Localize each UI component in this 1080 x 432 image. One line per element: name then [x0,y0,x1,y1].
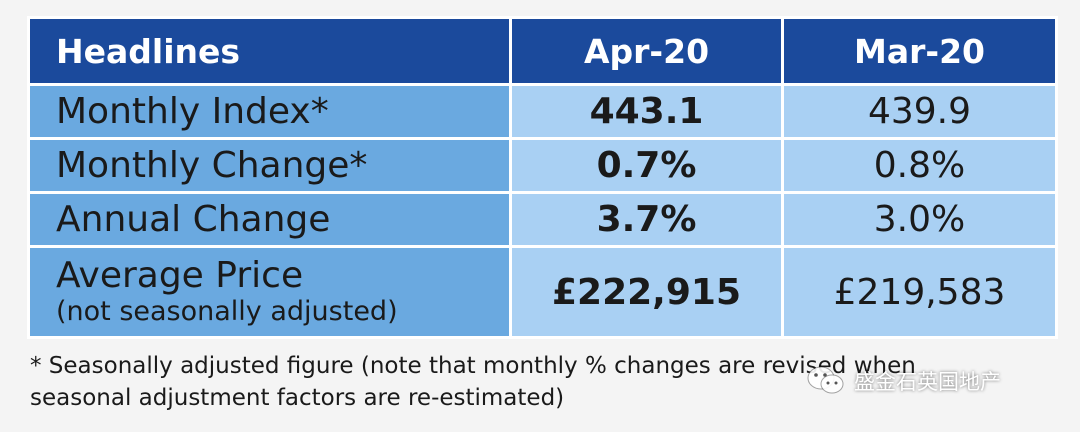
value-apr-annual-change: 3.7% [509,191,784,248]
row-label-monthly-index: Monthly Index* [27,83,512,140]
header-row: Headlines Apr-20 Mar-20 [27,16,1058,86]
wechat-icon [806,365,846,397]
header-mar-20: Mar-20 [781,16,1058,86]
value-apr-monthly-index: 443.1 [509,83,784,140]
table-row: Annual Change 3.7% 3.0% [27,191,1058,248]
footnote-line-1: * Seasonally adjusted figure (note that … [30,353,916,379]
value-apr-average-price: £222,915 [509,245,784,339]
footnote-line-2: seasonal adjustment factors are re-estim… [30,385,565,411]
value-mar-annual-change: 3.0% [781,191,1058,248]
table-row: Monthly Index* 443.1 439.9 [27,83,1058,140]
table-row: Monthly Change* 0.7% 0.8% [27,137,1058,194]
header-apr-20: Apr-20 [509,16,784,86]
footnote: * Seasonally adjusted figure (note that … [30,350,1050,414]
headlines-table: Headlines Apr-20 Mar-20 Monthly Index* 4… [27,16,1058,339]
header-label: Headlines [27,16,512,86]
watermark: 盛金石英国地产 [806,365,1001,397]
row-label-annual-change: Annual Change [27,191,512,248]
table-row: Average Price (not seasonally adjusted) … [27,245,1058,339]
value-mar-monthly-change: 0.8% [781,137,1058,194]
value-mar-average-price: £219,583 [781,245,1058,339]
value-mar-monthly-index: 439.9 [781,83,1058,140]
value-apr-monthly-change: 0.7% [509,137,784,194]
average-price-label: Average Price [56,255,304,296]
average-price-sublabel: (not seasonally adjusted) [56,296,398,327]
row-label-monthly-change: Monthly Change* [27,137,512,194]
row-label-average-price: Average Price (not seasonally adjusted) [27,245,512,339]
watermark-text: 盛金石英国地产 [854,370,1001,394]
